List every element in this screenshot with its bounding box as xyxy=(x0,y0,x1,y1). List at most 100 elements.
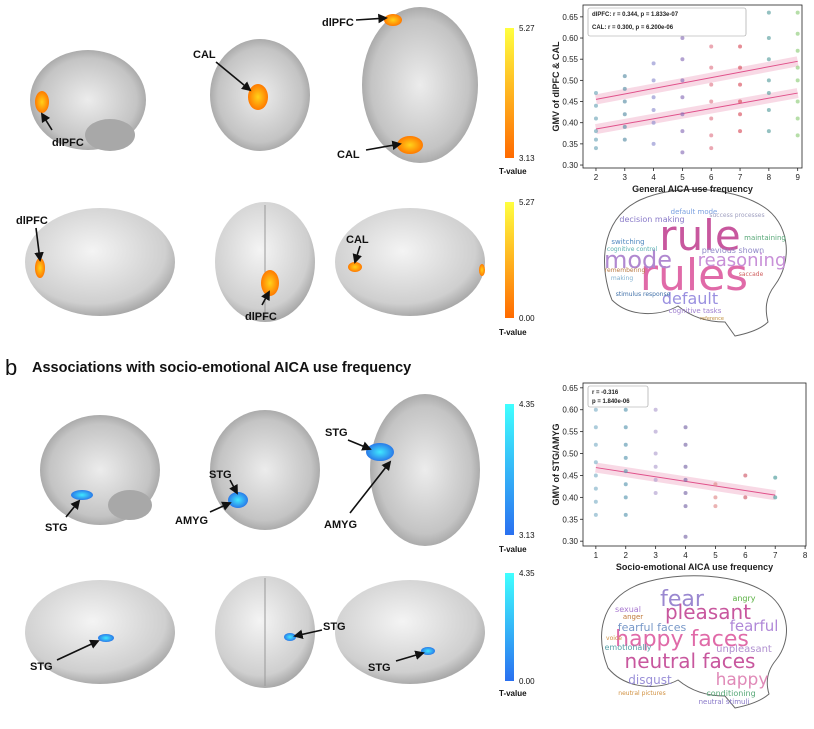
word: rule xyxy=(659,211,740,260)
plot-frame xyxy=(582,4,803,169)
y-tick-label: 0.50 xyxy=(562,76,578,85)
data-point xyxy=(709,133,714,138)
region-label: STG xyxy=(209,469,232,481)
y-tick-label: 0.60 xyxy=(562,406,578,415)
data-point xyxy=(651,95,656,100)
section-heading: Associations with socio-emotional AICA u… xyxy=(32,360,411,376)
annotation-box xyxy=(587,7,747,37)
data-point xyxy=(683,442,688,447)
data-point xyxy=(795,48,800,53)
colorbar xyxy=(505,28,514,158)
data-point xyxy=(738,129,743,134)
cerebellum xyxy=(85,119,135,151)
data-point xyxy=(709,44,714,49)
fit-line xyxy=(595,92,798,130)
data-point xyxy=(766,36,771,41)
x-tick-label: 4 xyxy=(651,173,656,182)
data-point xyxy=(683,534,688,539)
axial-slice xyxy=(370,394,480,546)
word: sexual xyxy=(615,605,641,614)
colorbar-max: 4.35 xyxy=(519,400,535,409)
data-point xyxy=(653,429,658,434)
data-point xyxy=(795,65,800,70)
y-tick-label: 0.65 xyxy=(562,13,578,22)
word: fear xyxy=(660,587,705,612)
data-point xyxy=(653,464,658,469)
x-tick-label: 2 xyxy=(594,173,599,182)
x-tick-label: 8 xyxy=(767,173,772,182)
word: anger xyxy=(623,613,643,621)
data-point xyxy=(709,82,714,87)
word-cloud: rule rules mode reasoning default defaul… xyxy=(604,188,787,337)
data-point xyxy=(593,499,598,504)
data-point xyxy=(683,504,688,509)
data-point xyxy=(623,495,628,500)
data-point xyxy=(766,91,771,96)
word: neutral stimuli xyxy=(699,698,750,706)
region-label: CAL xyxy=(346,234,369,246)
blob xyxy=(284,633,296,641)
word: decision making xyxy=(619,215,684,224)
blob xyxy=(248,84,268,110)
data-point xyxy=(593,116,598,121)
word: mode xyxy=(604,246,672,274)
data-point xyxy=(680,95,685,100)
x-tick-label: 3 xyxy=(653,551,658,560)
region-label: AMYG xyxy=(324,519,357,531)
word: fearful xyxy=(730,617,779,635)
arrow xyxy=(355,13,388,24)
word: making xyxy=(611,275,633,282)
data-point xyxy=(593,425,598,430)
word: neutral faces xyxy=(625,649,756,673)
arrow xyxy=(229,479,238,495)
x-tick-label: 8 xyxy=(803,551,808,560)
brain-surfaces-row2 xyxy=(25,202,485,322)
word: cognitive tasks xyxy=(669,307,722,315)
blob xyxy=(261,270,279,296)
blob xyxy=(479,264,485,276)
word: fearful faces xyxy=(618,621,687,634)
data-point xyxy=(622,124,627,129)
blob xyxy=(35,258,45,278)
x-tick-label: 9 xyxy=(795,173,800,182)
y-tick-label: 0.60 xyxy=(562,34,578,43)
plot-frame xyxy=(582,382,807,547)
data-point xyxy=(680,36,685,41)
blob xyxy=(366,443,394,461)
region-label: STG xyxy=(30,661,53,673)
data-point xyxy=(622,137,627,142)
colorbar-max: 5.27 xyxy=(519,24,535,33)
arrow xyxy=(65,499,81,518)
data-point xyxy=(766,78,771,83)
y-tick-label: 0.35 xyxy=(562,515,578,524)
data-point xyxy=(683,425,688,430)
x-tick-label: 7 xyxy=(773,551,778,560)
arrow xyxy=(261,290,270,306)
data-point xyxy=(651,120,656,125)
data-point xyxy=(651,107,656,112)
y-tick-label: 0.55 xyxy=(562,55,578,64)
data-point xyxy=(738,44,743,49)
arrow xyxy=(352,245,362,264)
word: default mode xyxy=(671,208,718,216)
blob xyxy=(71,490,93,500)
data-point xyxy=(738,99,743,104)
region-label: AMYG xyxy=(175,515,208,527)
colorbar-title: T-value xyxy=(499,328,527,337)
word: emotionally xyxy=(604,643,651,652)
x-tick-label: 5 xyxy=(713,551,718,560)
y-tick-label: 0.55 xyxy=(562,428,578,437)
word: reference xyxy=(700,316,724,322)
data-point xyxy=(593,407,598,412)
data-point xyxy=(653,407,658,412)
region-label: STG xyxy=(325,427,348,439)
data-point xyxy=(653,477,658,482)
blob xyxy=(397,136,423,154)
data-point xyxy=(766,57,771,62)
region-label: STG xyxy=(323,621,346,633)
data-point xyxy=(593,103,598,108)
panel-label: b xyxy=(5,355,17,380)
annotation-box xyxy=(587,385,649,408)
blob xyxy=(384,14,402,26)
data-point xyxy=(623,512,628,517)
